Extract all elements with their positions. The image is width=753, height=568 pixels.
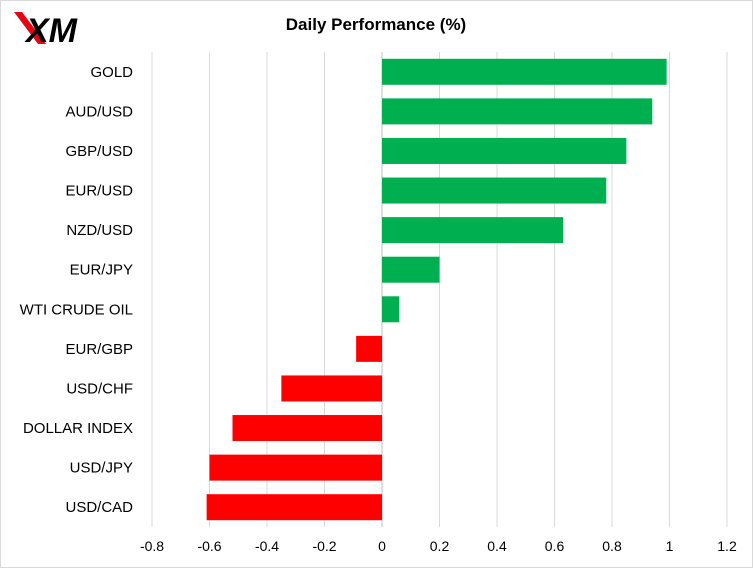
x-tick-label: 1 (666, 538, 674, 554)
category-label: AUD/USD (65, 103, 133, 120)
category-label: GBP/USD (65, 143, 133, 160)
chart-title: Daily Performance (%) (286, 15, 466, 34)
bar (382, 137, 627, 164)
xm-logo-text: XM (24, 12, 78, 50)
x-tick-label: 0 (378, 538, 386, 554)
x-tick-labels: -0.8 -0.6 -0.4 -0.2 0 0.2 0.4 0.6 0.8 1 1.2 (140, 538, 737, 554)
category-label: USD/CHF (66, 380, 133, 397)
x-tick-label: 1.2 (717, 538, 737, 554)
category-label: EUR/JPY (70, 262, 133, 279)
x-tick-label: -0.8 (140, 538, 164, 554)
x-tick-label: 0.2 (430, 538, 450, 554)
x-tick-label: -0.2 (312, 538, 336, 554)
bars-layer (206, 58, 667, 521)
bar (382, 296, 400, 323)
category-label: USD/CAD (65, 499, 133, 516)
category-label: DOLLAR INDEX (23, 420, 133, 437)
x-tick-label: -0.4 (255, 538, 279, 554)
bar (209, 454, 382, 481)
x-tick-label: 0.6 (545, 538, 565, 554)
category-label: EUR/USD (65, 183, 133, 200)
bar (281, 375, 382, 402)
category-label: WTI CRUDE OIL (20, 301, 133, 318)
category-labels: GOLD AUD/USD GBP/USD EUR/USD NZD/USD EUR/JPY W… (20, 64, 134, 516)
category-label: GOLD (90, 64, 133, 81)
bar (382, 98, 653, 125)
xm-logo-slash (14, 12, 46, 44)
bar (382, 177, 607, 204)
bar (382, 217, 564, 244)
xm-logo: XM (14, 12, 78, 50)
category-label: NZD/USD (66, 222, 133, 239)
bar (356, 335, 382, 362)
x-tick-label: -0.6 (197, 538, 221, 554)
category-label: EUR/GBP (65, 341, 133, 358)
bar (232, 415, 382, 442)
bar (382, 256, 440, 283)
bar (382, 58, 667, 85)
category-label: USD/JPY (70, 460, 133, 477)
x-tick-label: 0.8 (602, 538, 622, 554)
x-tick-label: 0.4 (487, 538, 507, 554)
bar (206, 494, 382, 521)
grid-layer (151, 52, 728, 527)
